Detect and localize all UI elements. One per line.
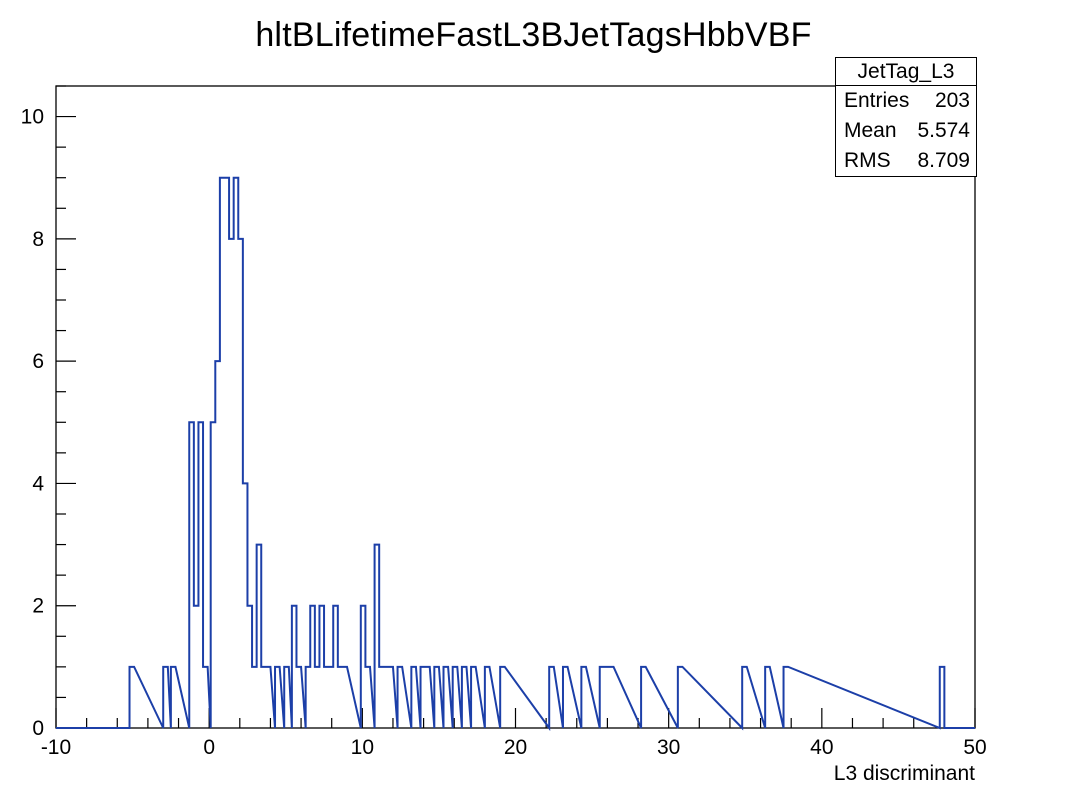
x-tick-label: 10 <box>351 736 374 759</box>
stats-row-mean: Mean 5.574 <box>836 116 976 146</box>
stats-row-rms: RMS 8.709 <box>836 146 976 176</box>
stats-label: Mean <box>844 119 897 142</box>
y-tick-label: 4 <box>32 472 44 495</box>
y-tick-label: 8 <box>32 228 44 251</box>
stats-label: RMS <box>844 149 891 172</box>
y-tick-label: 0 <box>32 717 44 740</box>
stats-value: 203 <box>934 89 970 112</box>
stats-label: Entries <box>844 89 910 112</box>
stats-box: JetTag_L3 Entries 203 Mean 5.574 RMS 8.7… <box>835 57 977 177</box>
y-tick-label: 6 <box>32 350 44 373</box>
chart-title: hltBLifetimeFastL3BJetTagsHbbVBF <box>255 16 812 54</box>
x-tick-label: 20 <box>504 736 527 759</box>
stats-value: 5.574 <box>917 119 970 142</box>
histogram-line <box>56 176 975 732</box>
y-tick-label: 2 <box>32 595 44 618</box>
x-tick-label: 0 <box>203 736 215 759</box>
stats-row-entries: Entries 203 <box>836 86 976 116</box>
x-tick-label: -10 <box>41 736 71 759</box>
stats-value: 8.709 <box>917 149 970 172</box>
x-tick-label: 30 <box>657 736 680 759</box>
axis-ticks <box>55 85 976 729</box>
x-tick-label: 50 <box>963 736 986 759</box>
plot-frame <box>55 85 976 729</box>
stats-name: JetTag_L3 <box>836 58 976 86</box>
y-tick-label: 10 <box>21 106 44 129</box>
x-axis-label: L3 discriminant <box>834 762 975 785</box>
x-tick-label: 40 <box>810 736 833 759</box>
